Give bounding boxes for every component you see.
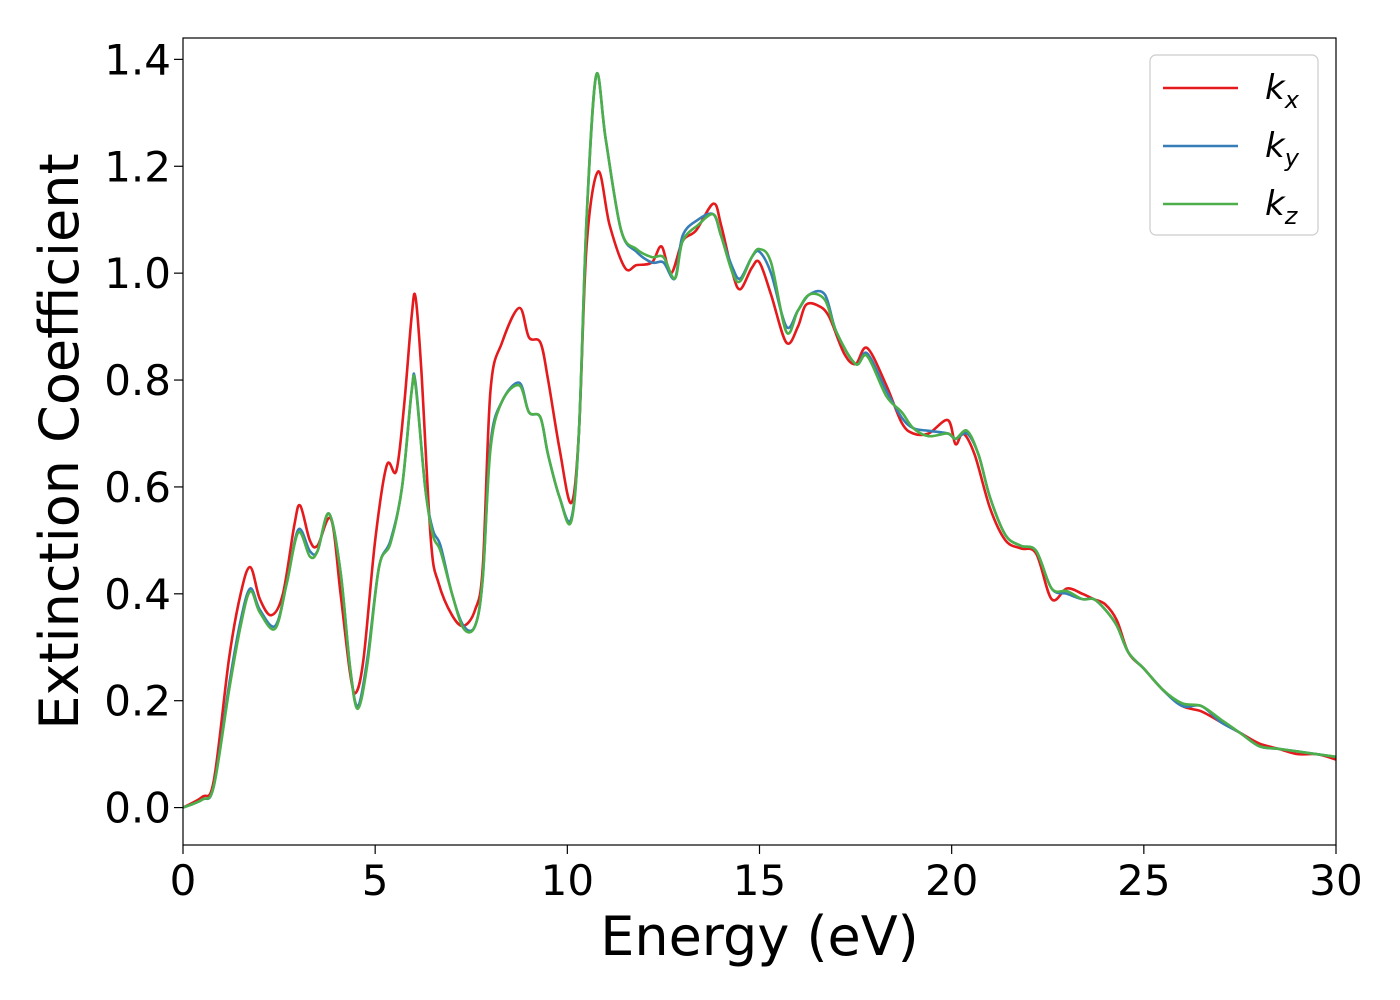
- y-tick-label: 0.6: [104, 463, 171, 512]
- y-tick-label: 0.2: [104, 677, 171, 726]
- series-line-kx: [183, 170, 1336, 809]
- y-tick-label: 0.8: [104, 356, 171, 405]
- legend-subscript: x: [1284, 86, 1300, 114]
- x-tick-label: 10: [541, 856, 594, 905]
- x-tick-label: 15: [733, 856, 786, 905]
- y-axis-label: Extinction Coefficient: [28, 153, 91, 729]
- x-tick-label: 20: [925, 856, 978, 905]
- y-tick-label: 1.0: [104, 249, 171, 298]
- x-tick-label: 0: [170, 856, 197, 905]
- series-layer: [183, 71, 1336, 809]
- y-tick-label: 1.4: [104, 35, 171, 84]
- y-tick-label: 0.4: [104, 570, 171, 619]
- legend-subscript: y: [1284, 144, 1300, 172]
- legend-item-kx: kx: [1163, 68, 1300, 114]
- y-axis: 0.0 0.2 0.4 0.6 0.8 1.0 1.2 1.4: [104, 35, 183, 833]
- x-tick-label: 30: [1309, 856, 1362, 905]
- x-axis: 0 5 10 15 20 25 30: [170, 845, 1363, 905]
- series-line-ky: [183, 71, 1336, 809]
- y-tick-label: 1.2: [104, 142, 171, 191]
- legend-subscript: z: [1284, 202, 1299, 230]
- series-line-kz: [183, 71, 1336, 809]
- x-tick-label: 5: [362, 856, 389, 905]
- y-tick-label: 0.0: [104, 784, 171, 833]
- x-tick-label: 25: [1117, 856, 1170, 905]
- x-axis-label: Energy (eV): [600, 905, 919, 968]
